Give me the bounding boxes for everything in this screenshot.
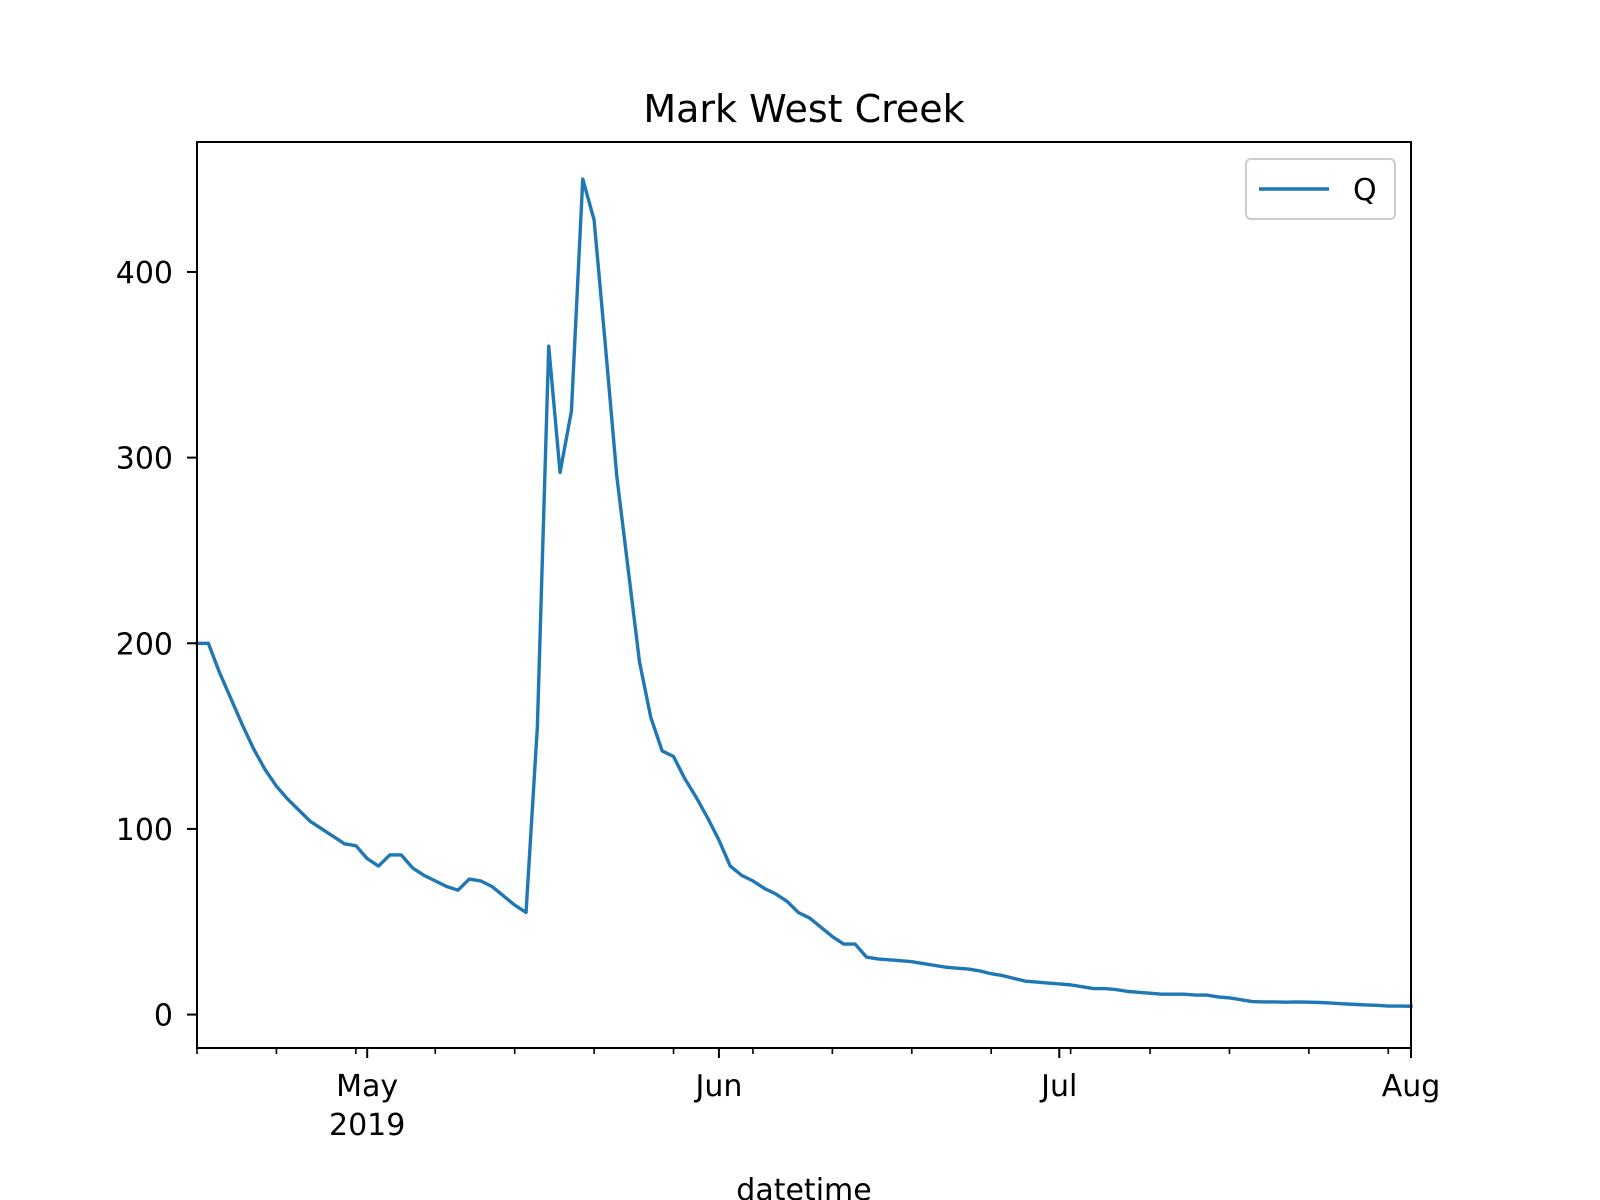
y-tick-label: 300 [116,442,173,477]
x-tick-label: Aug [1382,1069,1441,1104]
legend-label-q: Q [1353,173,1377,208]
legend: Q [1245,158,1396,220]
y-tick-label: 0 [154,999,173,1034]
x-axis-label: datetime [736,1173,871,1200]
x-tick-label: Jul [1039,1069,1077,1104]
plot-area: 0 100 200 300 400 May 2019 Jun Jul Aug Q [116,141,1441,1143]
series-line-q [195,177,1413,1008]
x-tick-label: Jun [693,1069,742,1104]
chart-title: Mark West Creek [643,87,964,131]
plot-frame [196,141,1412,1049]
y-tick-label: 200 [116,627,173,662]
y-tick-label: 100 [116,813,173,848]
y-tick-label: 400 [116,256,173,291]
x-tick-label: May [336,1069,398,1104]
x-tick-sublabel: 2019 [329,1108,405,1143]
